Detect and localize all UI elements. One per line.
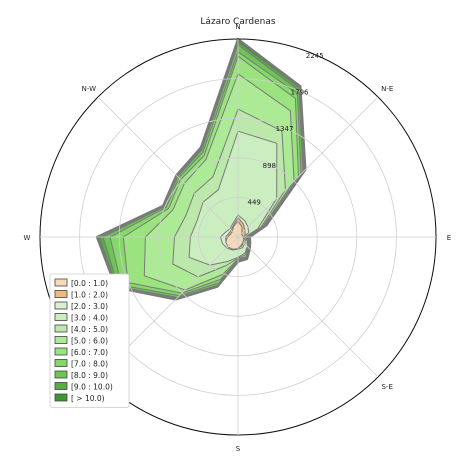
radial-tick-label: 1796 [291,89,309,97]
legend-swatch [54,313,68,321]
legend-swatch [54,359,68,367]
radial-tick-label: 898 [263,162,276,170]
legend-label: [4.0 : 5.0) [71,325,108,334]
grid-spoke [97,96,239,238]
legend-label: [9.0 : 10.0) [71,383,113,392]
legend-swatch [54,290,68,298]
legend-swatch [54,382,68,390]
legend-label: [0.0 : 1.0) [71,279,108,288]
direction-label-E: E [447,234,451,242]
radial-tick-label: 2245 [306,52,324,60]
legend-label: [8.0 : 9.0) [71,371,108,380]
wind-areas [95,37,307,301]
legend-label: [5.0 : 6.0) [71,337,108,346]
legend-swatch [54,336,68,344]
legend-swatch [54,370,68,379]
legend-swatch [54,393,68,402]
legend: [0.0 : 1.0) [1.0 : 2.0) [2.0 : 3.0) [3.0 : … [49,273,130,408]
direction-label-S: S [236,445,241,453]
axis-labels: 449 898 1347 1796 2245 N N-E E S-E S W N-W [24,23,452,453]
legend-box [49,273,130,408]
legend-label: [7.0 : 8.0) [71,360,108,369]
legend-swatch [54,301,68,310]
legend-label: [1.0 : 2.0) [71,291,108,300]
legend-label: [ > 10.0) [71,394,105,403]
legend-label: [6.0 : 7.0) [71,348,108,357]
direction-label-S-E: S-E [381,383,392,391]
direction-label-N: N [235,23,240,31]
direction-label-N-W: N-W [82,85,96,93]
legend-label: [2.0 : 3.0) [71,302,108,311]
direction-label-W: W [24,234,31,242]
chart-title: Lázaro Cardenas [200,17,275,27]
grid-spoke [237,96,379,238]
radial-tick-label: 1347 [276,125,294,133]
legend-swatch [54,278,68,287]
legend-swatch [54,347,68,356]
legend-label: [3.0 : 4.0) [71,314,108,323]
direction-label-N-E: N-E [381,85,393,93]
grid-spoke [237,236,379,378]
radial-tick-label: 449 [248,198,261,206]
legend-swatch [54,324,68,333]
